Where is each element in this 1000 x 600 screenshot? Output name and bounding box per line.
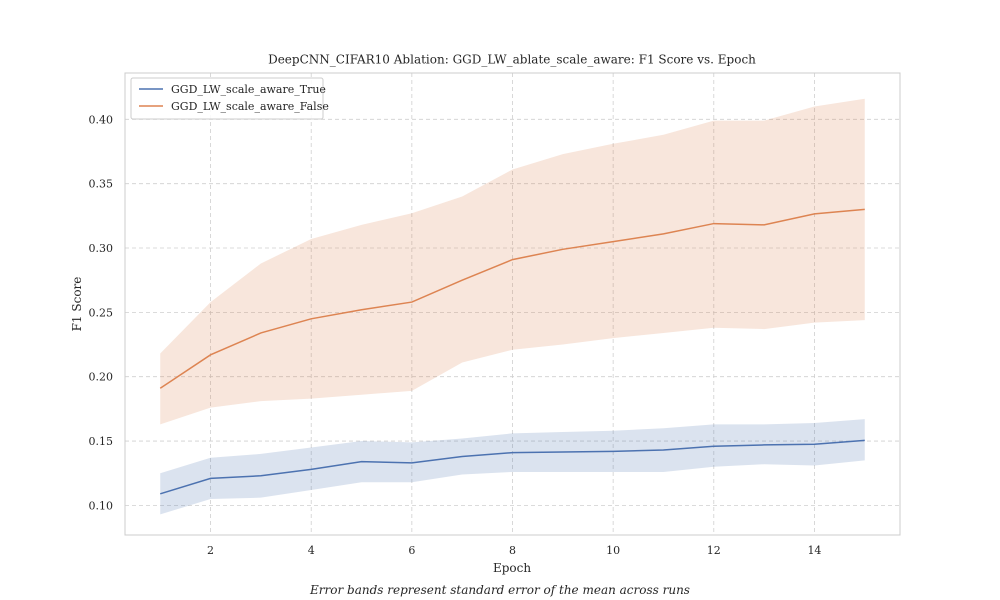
x-tick-label: 10 — [606, 544, 620, 557]
y-tick-label: 0.10 — [89, 499, 114, 512]
y-tick-label: 0.15 — [89, 435, 114, 448]
legend-box — [130, 77, 324, 120]
series-line-true — [160, 439, 865, 495]
grid — [125, 73, 900, 535]
chart-title: DeepCNN_CIFAR10 Ablation: GGD_LW_ablate_… — [268, 53, 756, 67]
y-axis-ticks: 0.10 0.15 0.20 0.25 0.30 0.35 0.40 — [89, 113, 114, 512]
x-tick-label: 2 — [207, 544, 214, 557]
series-line-false — [159, 208, 865, 389]
plot-area-frame — [124, 72, 901, 536]
legend: GGD_LW_scale_aware_True GGD_LW_scale_awa… — [130, 77, 329, 120]
error-band-note: Error bands represent standard error of … — [309, 583, 690, 597]
y-tick-label: 0.30 — [89, 242, 114, 255]
x-axis-label: Epoch — [493, 561, 531, 575]
x-tick-label: 6 — [408, 544, 415, 557]
x-tick-label: 12 — [707, 544, 721, 557]
error-band-true — [160, 419, 865, 515]
error-band-false — [160, 98, 865, 425]
series-lines — [159, 208, 865, 495]
y-axis-label: F1 Score — [70, 277, 84, 332]
y-tick-label: 0.35 — [89, 178, 114, 191]
x-tick-label: 4 — [308, 544, 315, 557]
legend-label-true: GGD_LW_scale_aware_True — [171, 83, 326, 96]
x-axis-ticks: 2 4 6 8 10 12 14 — [207, 544, 821, 557]
y-tick-label: 0.40 — [89, 113, 114, 126]
x-tick-label: 8 — [509, 544, 516, 557]
legend-label-false: GGD_LW_scale_aware_False — [171, 100, 329, 113]
error-bands — [160, 98, 865, 515]
y-tick-label: 0.25 — [89, 306, 114, 319]
x-tick-label: 14 — [807, 544, 821, 557]
y-tick-label: 0.20 — [89, 371, 114, 384]
